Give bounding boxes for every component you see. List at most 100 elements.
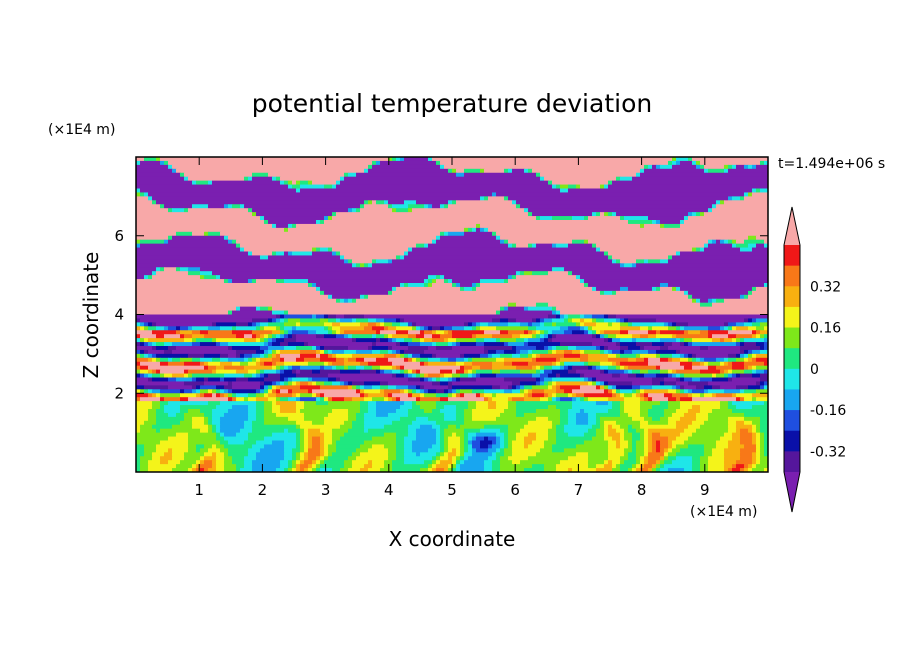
field-cell <box>448 357 457 363</box>
field-cell <box>404 157 429 162</box>
field-cell <box>460 365 465 371</box>
field-cell <box>276 361 285 367</box>
field-cell <box>280 176 341 182</box>
field-cell <box>284 330 289 335</box>
field-cell <box>400 416 417 422</box>
field-cell <box>660 444 669 449</box>
field-cell <box>528 338 541 343</box>
field-cell <box>408 377 421 383</box>
field-cell <box>664 223 681 229</box>
field-cell <box>620 326 641 331</box>
field-cell <box>136 468 141 472</box>
field-cell <box>436 160 441 166</box>
field-cell <box>592 424 601 430</box>
field-cell <box>336 448 357 453</box>
field-cell <box>652 220 657 225</box>
field-cell <box>348 428 365 434</box>
field-cell <box>592 243 597 249</box>
field-cell <box>584 397 589 402</box>
field-cell <box>528 349 533 355</box>
field-cell <box>620 176 633 182</box>
field-cell <box>364 424 385 430</box>
field-cell <box>380 468 393 472</box>
field-cell <box>184 172 253 178</box>
field-cell <box>256 322 261 327</box>
field-cell <box>692 212 697 217</box>
field-cell <box>204 231 209 237</box>
field-cell <box>276 385 281 390</box>
field-cell <box>272 330 281 335</box>
field-cell <box>640 456 645 461</box>
field-cell <box>616 389 621 394</box>
field-cell <box>324 334 337 339</box>
field-cell <box>248 279 253 284</box>
field-cell <box>512 381 521 386</box>
field-cell <box>288 318 301 323</box>
field-cell <box>316 334 325 339</box>
field-cell <box>136 464 141 469</box>
field-cell <box>136 286 317 292</box>
field-cell <box>308 342 373 347</box>
field-cell <box>748 192 753 197</box>
field-cell <box>748 318 753 323</box>
field-cell <box>284 326 293 331</box>
field-cell <box>444 452 449 457</box>
field-cell <box>136 452 145 457</box>
field-cell <box>136 369 141 375</box>
field-cell <box>672 342 681 347</box>
field-cell <box>332 432 345 438</box>
field-cell <box>708 468 725 472</box>
field-cell <box>680 223 768 229</box>
field-cell <box>724 357 729 363</box>
field-cell <box>760 322 768 327</box>
field-cell <box>256 369 261 375</box>
field-cell <box>380 381 389 386</box>
field-cell <box>624 460 637 465</box>
field-cell <box>324 432 333 438</box>
field-cell <box>700 393 705 398</box>
field-cell <box>368 294 689 300</box>
field-cell <box>276 318 281 323</box>
field-cell <box>336 318 341 323</box>
field-cell <box>676 251 681 257</box>
field-cell <box>644 397 649 402</box>
field-cell <box>608 385 613 390</box>
field-cell <box>312 377 329 383</box>
field-cell <box>356 208 361 213</box>
field-cell <box>676 452 705 457</box>
field-cell <box>604 436 613 442</box>
field-cell <box>232 204 241 209</box>
field-cell <box>632 334 641 339</box>
field-cell <box>424 279 429 284</box>
field-cell <box>440 377 449 383</box>
field-cell <box>220 342 229 347</box>
field-cell <box>536 172 541 178</box>
field-cell <box>516 432 529 438</box>
field-cell <box>648 456 661 461</box>
field-cell <box>528 306 553 312</box>
field-cell <box>720 200 725 205</box>
field-cell <box>620 405 625 410</box>
field-cell <box>616 440 621 446</box>
field-cell <box>488 436 497 442</box>
field-cell <box>456 283 461 288</box>
field-cell <box>164 334 181 339</box>
field-cell <box>192 416 205 422</box>
field-cell <box>596 416 601 422</box>
field-cell <box>364 326 373 331</box>
field-cell <box>752 353 757 359</box>
field-cell <box>248 208 253 213</box>
field-cell <box>612 468 621 472</box>
field-cell <box>556 381 589 386</box>
field-cell <box>508 330 525 335</box>
field-cell <box>216 432 221 438</box>
field-cell <box>264 349 269 355</box>
field-cell <box>136 361 141 367</box>
field-cell <box>688 212 693 217</box>
field-cell <box>748 428 753 434</box>
field-cell <box>436 468 445 472</box>
field-cell <box>544 381 549 386</box>
field-cell <box>536 357 557 363</box>
field-cell <box>668 416 681 422</box>
field-cell <box>144 420 157 426</box>
